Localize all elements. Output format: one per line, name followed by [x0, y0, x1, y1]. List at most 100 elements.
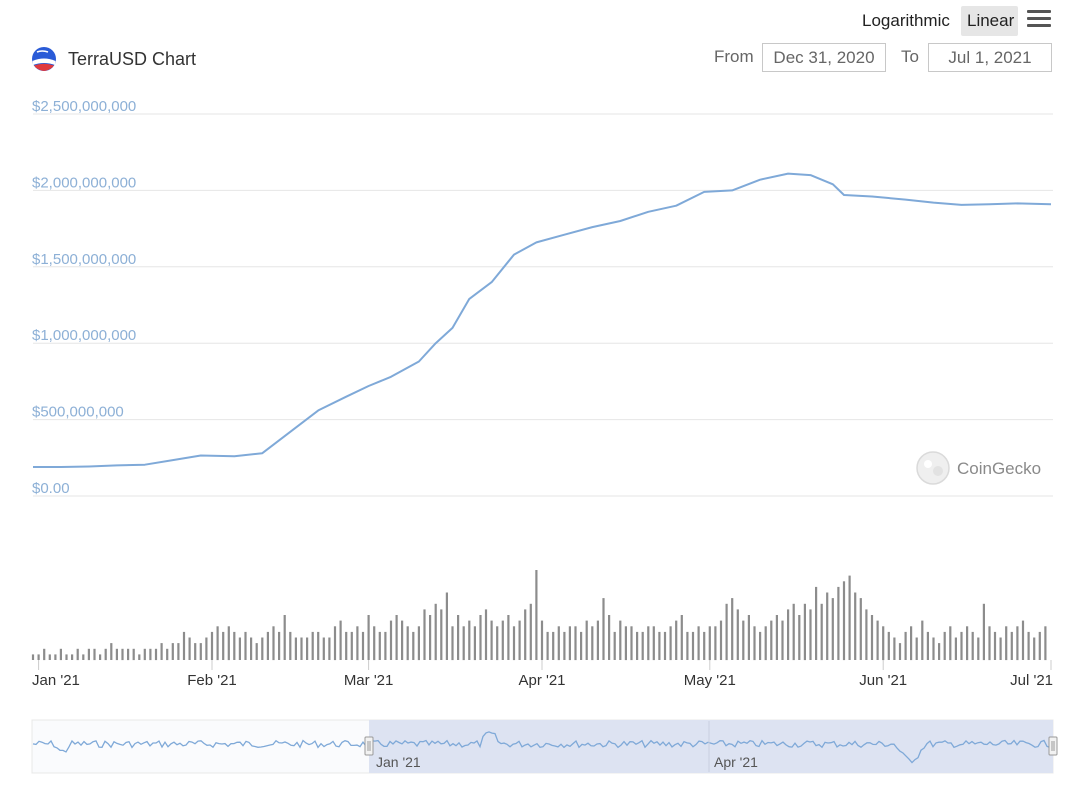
volume-bar — [43, 648, 46, 661]
volume-bar — [546, 631, 549, 660]
y-tick-label: $2,500,000,000 — [32, 98, 136, 115]
hamburger-menu-icon[interactable] — [1027, 10, 1051, 30]
volume-bar — [121, 648, 124, 661]
volume-bar — [1005, 626, 1008, 661]
volume-bar — [339, 620, 342, 660]
volume-bar — [960, 631, 963, 660]
volume-bar — [993, 631, 997, 660]
x-tick-label: Apr '21 — [518, 672, 565, 689]
navigator-right-handle[interactable] — [1048, 736, 1058, 756]
volume-bar — [568, 626, 571, 661]
volume-bar — [915, 637, 918, 660]
volume-bar — [222, 631, 225, 660]
volume-bar — [697, 626, 700, 661]
x-tick-label: Jul '21 — [1010, 672, 1053, 689]
volume-bar — [636, 631, 639, 660]
volume-bar — [48, 654, 51, 660]
volume-bar — [76, 648, 79, 661]
volume-bar — [524, 609, 527, 660]
volume-bar — [149, 648, 152, 661]
volume-bar — [171, 643, 174, 660]
volume-bar — [278, 631, 281, 660]
volume-bar — [417, 626, 420, 661]
volume-bar — [210, 631, 214, 660]
volume-bar — [473, 626, 476, 661]
volume-bar — [624, 626, 627, 661]
volume-bar — [367, 615, 370, 660]
volume-bar — [831, 598, 834, 660]
volume-bar — [641, 631, 644, 660]
volume-bar — [110, 643, 113, 660]
volume-bar — [1038, 631, 1041, 660]
volume-bar — [675, 620, 678, 660]
volume-bar — [479, 615, 482, 660]
volume-bar — [764, 626, 767, 661]
volume-bar — [261, 637, 264, 660]
volume-bar — [518, 620, 521, 660]
volume-bar — [322, 637, 325, 660]
linear-scale-button[interactable]: Linear — [961, 6, 1018, 36]
volume-bar — [630, 626, 633, 661]
volume-bar — [943, 631, 946, 660]
volume-bar — [350, 631, 353, 660]
navigator-series-line — [32, 731, 1051, 764]
volume-bar — [311, 631, 314, 660]
navigator-selection[interactable] — [369, 720, 1053, 773]
volume-bar — [132, 648, 135, 661]
x-tick-label: Jun '21 — [859, 672, 907, 689]
volume-bar — [199, 643, 202, 660]
volume-bar — [742, 620, 745, 660]
volume-bar — [988, 626, 991, 661]
volume-bar — [820, 603, 823, 661]
volume-bar — [87, 648, 90, 661]
volume-bar — [82, 654, 85, 660]
volume-bar — [904, 631, 907, 660]
volume-bar — [333, 626, 337, 661]
volume-bar — [104, 648, 107, 661]
volume-bar — [753, 626, 756, 661]
volume-bar — [876, 620, 879, 660]
volume-bar — [37, 654, 40, 660]
volume-bar — [227, 626, 230, 661]
logarithmic-scale-button[interactable]: Logarithmic — [862, 11, 950, 30]
volume-bar — [1027, 631, 1030, 660]
volume-bar — [373, 626, 376, 661]
volume-bar — [529, 603, 532, 661]
y-tick-label: $2,000,000,000 — [32, 174, 136, 191]
y-tick-label: $0.00 — [32, 480, 70, 497]
volume-bar — [669, 626, 672, 661]
volume-bar — [451, 626, 454, 661]
from-date-input[interactable]: Dec 31, 2020 — [762, 43, 886, 72]
volume-bar — [652, 626, 655, 661]
to-label: To — [901, 47, 919, 66]
to-date-input[interactable]: Jul 1, 2021 — [928, 43, 1052, 72]
volume-bar — [775, 615, 778, 660]
volume-bar — [384, 631, 387, 660]
volume-bar — [926, 631, 929, 660]
volume-bar — [216, 626, 219, 661]
volume-bar — [306, 637, 309, 660]
volume-bar — [954, 637, 957, 660]
volume-bar — [1044, 626, 1047, 661]
volume-bar — [59, 648, 62, 661]
volume-bar — [484, 609, 488, 660]
volume-bar — [949, 626, 952, 661]
volume-bar — [188, 637, 191, 660]
volume-bar — [255, 643, 258, 660]
volume-bar — [194, 643, 197, 660]
volume-bar — [160, 643, 163, 660]
volume-bar — [798, 615, 801, 660]
volume-bar — [166, 648, 169, 661]
volume-bar — [557, 626, 560, 661]
volume-bar — [457, 615, 460, 660]
volume-bar — [361, 631, 365, 660]
volume-bar — [982, 603, 985, 661]
volume-bar — [445, 592, 448, 660]
chart-title: TerraUSD Chart — [68, 49, 197, 69]
volume-bar — [99, 654, 102, 660]
volume-bar — [837, 586, 840, 660]
y-tick-label: $1,500,000,000 — [32, 251, 136, 268]
navigator-left-handle[interactable] — [364, 736, 374, 756]
volume-bar — [882, 626, 885, 661]
volume-bar — [619, 620, 622, 660]
